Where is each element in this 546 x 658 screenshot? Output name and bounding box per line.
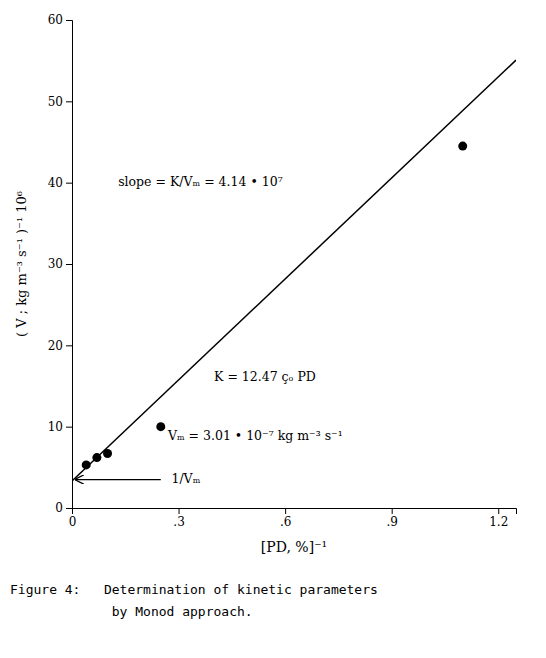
x-tick-label: .6 <box>280 515 291 529</box>
x-tick: 0 <box>69 508 77 529</box>
y-tick-mark <box>66 264 72 265</box>
arrow <box>76 479 161 480</box>
point <box>156 422 165 431</box>
y-tick: 60 <box>48 13 72 27</box>
y-tick-mark <box>66 345 72 346</box>
annotation: slope = K/Vₘ = 4.14 • 10⁷ <box>118 174 283 189</box>
y-tick: 50 <box>48 95 72 109</box>
x-tick-mark <box>285 508 286 514</box>
y-axis: 0 10 20 30 40 50 60 <box>48 13 73 515</box>
fit-line <box>72 60 516 481</box>
y-tick: 20 <box>48 339 72 353</box>
x-tick: 1.2 <box>489 508 508 529</box>
y-tick: 40 <box>48 176 72 190</box>
caption: Figure 4: Determination of kinetic param… <box>10 582 378 597</box>
x-tick: .9 <box>386 508 397 529</box>
y-tick-label: 60 <box>48 13 63 27</box>
x-axis-line <box>73 509 517 515</box>
y-tick-mark <box>66 508 72 509</box>
annotation: 1/Vₘ <box>171 471 200 486</box>
point <box>82 460 91 469</box>
point <box>92 453 101 462</box>
x-tick-label: 0 <box>69 515 77 529</box>
y-tick: 0 <box>55 501 72 515</box>
y-tick-mark <box>66 20 72 21</box>
x-tick: .6 <box>280 508 291 529</box>
y-tick-mark <box>66 427 72 428</box>
y-tick-label: 10 <box>48 420 63 434</box>
x-tick-mark <box>392 508 393 514</box>
y-tick: 10 <box>48 420 72 434</box>
caption: by Monod approach. <box>10 604 253 619</box>
y-tick: 30 <box>48 257 72 271</box>
x-axis: 0 .3 .6 .9 1.2 <box>69 508 517 529</box>
y-tick-label: 40 <box>48 176 63 190</box>
y-axis-title: ( V ; kg m⁻³ s⁻¹ )⁻¹ 10⁶ <box>14 191 29 337</box>
x-tick-mark <box>179 508 180 514</box>
point <box>458 142 467 151</box>
y-axis-line <box>66 21 73 509</box>
x-tick-mark <box>498 508 499 514</box>
point <box>103 449 112 458</box>
annotation: K = 12.47 çₒ PD <box>214 369 316 384</box>
chart: 0 .3 .6 .9 1.2 0 10 20 30 40 50 60 slope = K/Vₘ = 4.… <box>0 0 546 658</box>
y-tick-mark <box>66 101 72 102</box>
x-tick-label: 1.2 <box>489 515 508 529</box>
x-axis-title: [PD, %]⁻¹ <box>261 539 327 555</box>
x-tick: .3 <box>173 508 184 529</box>
annotations: slope = K/Vₘ = 4.14 • 10⁷ K = 12.47 çₒ PD… <box>76 174 343 486</box>
x-tick-label: .3 <box>173 515 184 529</box>
annotation: Vₘ = 3.01 • 10⁻⁷ kg m⁻³ s⁻¹ <box>167 428 343 443</box>
y-tick-mark <box>66 183 72 184</box>
x-tick-label: .9 <box>386 515 397 529</box>
plot: 0 .3 .6 .9 1.2 0 10 20 30 40 50 60 slope = K/Vₘ = 4.… <box>48 13 517 528</box>
marks <box>72 60 516 481</box>
y-tick-label: 0 <box>55 501 63 515</box>
y-tick-label: 30 <box>48 257 63 271</box>
y-tick-label: 50 <box>48 95 63 109</box>
y-tick-label: 20 <box>48 339 63 353</box>
